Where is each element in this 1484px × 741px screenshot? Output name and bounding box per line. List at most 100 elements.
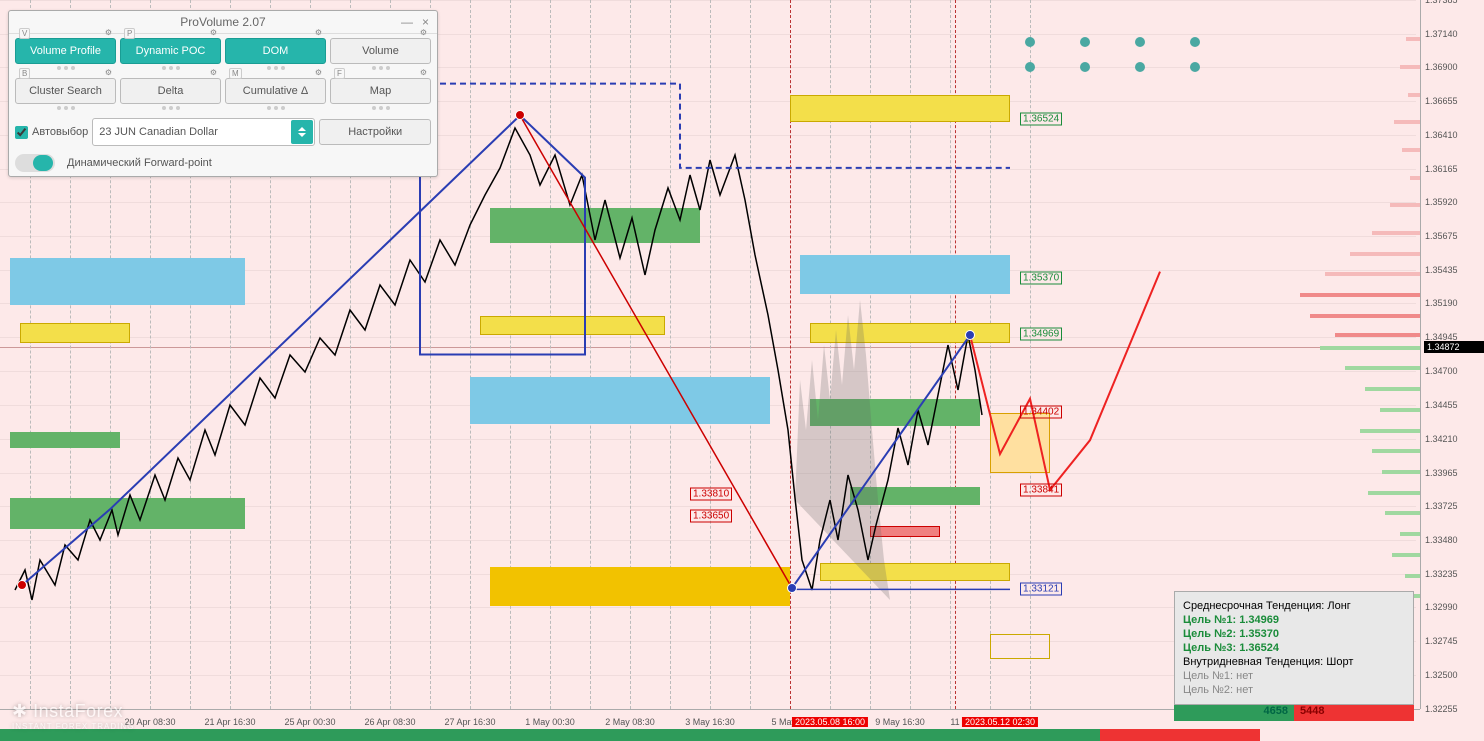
- price-label: 1.33121: [1020, 583, 1062, 596]
- gear-icon[interactable]: ⚙: [210, 28, 217, 37]
- future-dot: [1025, 62, 1035, 72]
- y-tick: 1.32500: [1425, 670, 1458, 680]
- x-highlight: 2023.05.08 16:00: [792, 717, 868, 727]
- instrument-select[interactable]: 23 JUN Canadian Dollar: [92, 118, 315, 146]
- future-dot: [1080, 37, 1090, 47]
- swing-dot: [787, 583, 797, 593]
- swing-dot: [17, 580, 27, 590]
- vp-bar: [1400, 65, 1420, 69]
- tab-badge: P: [124, 28, 135, 39]
- forward-point-label: Динамический Forward-point: [67, 157, 212, 169]
- price-zone: [20, 323, 130, 344]
- y-tick: 1.33965: [1425, 468, 1458, 478]
- price-label: 1.34402: [1020, 406, 1062, 419]
- price-zone: [990, 413, 1050, 474]
- future-dot: [1025, 37, 1035, 47]
- forward-point-toggle[interactable]: [15, 154, 55, 172]
- target-2: Цель №2: 1.35370: [1183, 628, 1405, 640]
- hgrid: [0, 0, 1416, 1]
- gear-icon[interactable]: ⚙: [105, 28, 112, 37]
- y-tick: 1.37385: [1425, 0, 1458, 5]
- y-current-price: 1.34872: [1424, 341, 1484, 353]
- watermark-brand: InstaForex: [33, 701, 123, 721]
- tool-button-dom[interactable]: DOM: [225, 38, 326, 64]
- y-tick: 1.34210: [1425, 434, 1458, 444]
- hgrid: [0, 337, 1416, 338]
- price-zone: [490, 222, 700, 243]
- target-1: Цель №1: 1.34969: [1183, 614, 1405, 626]
- price-zone: [10, 432, 120, 449]
- close-icon[interactable]: ×: [422, 15, 429, 29]
- hgrid: [0, 202, 1416, 203]
- tool-button-delta[interactable]: Delta: [120, 78, 221, 104]
- gear-icon[interactable]: ⚙: [420, 28, 427, 37]
- vp-bar: [1385, 511, 1420, 515]
- vgrid: [470, 0, 471, 709]
- vol-green-value: 4658: [1174, 705, 1294, 721]
- gear-icon[interactable]: ⚙: [210, 68, 217, 77]
- vp-bar: [1325, 272, 1420, 276]
- y-tick: 1.32745: [1425, 636, 1458, 646]
- vp-bar: [1365, 387, 1420, 391]
- x-tick: 26 Apr 08:30: [364, 717, 415, 727]
- provolume-panel[interactable]: ProVolume 2.07—×V⚙Volume ProfileP⚙Dynami…: [8, 10, 438, 177]
- y-tick: 1.33480: [1425, 535, 1458, 545]
- x-tick: 11: [950, 717, 959, 727]
- hgrid: [0, 371, 1416, 372]
- volume-summary-strip: 46585448: [1174, 705, 1414, 721]
- y-tick: 1.37140: [1425, 29, 1458, 39]
- y-tick: 1.33725: [1425, 501, 1458, 511]
- vp-bar: [1300, 293, 1420, 297]
- x-tick: 1 May 00:30: [525, 717, 575, 727]
- x-tick: 2 May 08:30: [605, 717, 655, 727]
- price-label: 1.34969: [1020, 327, 1062, 340]
- price-zone: [480, 316, 665, 335]
- price-zone: [810, 323, 1010, 344]
- gear-icon[interactable]: ⚙: [420, 68, 427, 77]
- settings-button[interactable]: Настройки: [319, 119, 431, 145]
- gear-icon[interactable]: ⚙: [105, 68, 112, 77]
- price-zone: [850, 487, 980, 505]
- y-tick: 1.32990: [1425, 602, 1458, 612]
- vp-bar: [1408, 93, 1420, 97]
- minimize-icon[interactable]: —: [401, 15, 413, 29]
- price-zone: [820, 563, 1010, 581]
- gear-icon[interactable]: ⚙: [315, 68, 322, 77]
- vp-bar: [1405, 574, 1420, 578]
- price-label: 1.35370: [1020, 272, 1062, 285]
- intraday-trend-label: Внутридневная Тенденция: Шорт: [1183, 656, 1405, 668]
- vp-bar: [1382, 470, 1420, 474]
- price-zone: [10, 258, 245, 305]
- price-zone: [490, 567, 790, 606]
- select-arrow-icon[interactable]: [291, 120, 313, 144]
- chart-root: 1.373851.371401.369001.366551.364101.361…: [0, 0, 1484, 741]
- tool-button-map[interactable]: Map: [330, 78, 431, 104]
- vp-bar: [1320, 346, 1420, 350]
- tool-button-volume[interactable]: Volume: [330, 38, 431, 64]
- panel-title[interactable]: ProVolume 2.07—×: [9, 11, 437, 34]
- x-tick: 27 Apr 16:30: [444, 717, 495, 727]
- vgrid: [1030, 0, 1031, 709]
- y-tick: 1.32255: [1425, 704, 1458, 714]
- gear-icon[interactable]: ⚙: [315, 28, 322, 37]
- y-tick: 1.36900: [1425, 62, 1458, 72]
- price-zone: [870, 526, 940, 537]
- vp-bar: [1410, 176, 1420, 180]
- future-dot: [1190, 37, 1200, 47]
- tool-button-cumulative-[interactable]: Cumulative Δ: [225, 78, 326, 104]
- tool-button-cluster-search[interactable]: Cluster Search: [15, 78, 116, 104]
- swing-dot: [965, 330, 975, 340]
- tab-badge: V: [19, 28, 30, 39]
- price-zone: [800, 255, 1010, 294]
- price-zone: [990, 634, 1050, 659]
- tool-button-dynamic-poc[interactable]: Dynamic POC: [120, 38, 221, 64]
- hgrid: [0, 236, 1416, 237]
- price-zone: [10, 498, 245, 528]
- tool-button-volume-profile[interactable]: Volume Profile: [15, 38, 116, 64]
- y-tick: 1.35920: [1425, 197, 1458, 207]
- vp-bar: [1360, 429, 1420, 433]
- y-tick: 1.36410: [1425, 130, 1458, 140]
- y-tick: 1.34455: [1425, 400, 1458, 410]
- y-axis: 1.373851.371401.369001.366551.364101.361…: [1420, 0, 1484, 709]
- auto-select-checkbox[interactable]: Автовыбор: [15, 126, 88, 139]
